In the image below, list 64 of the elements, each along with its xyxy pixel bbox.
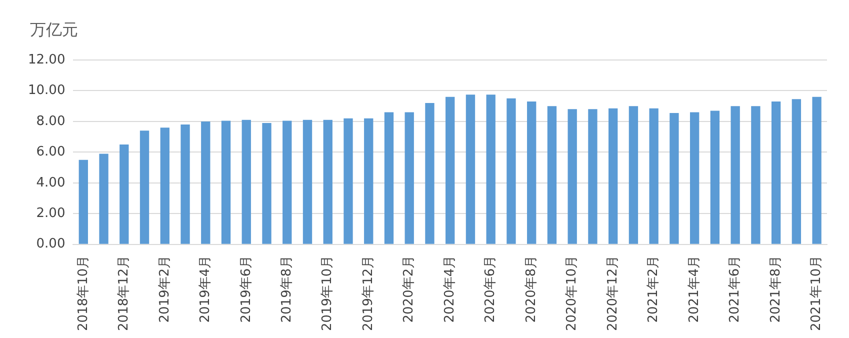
x-tick-label: 2021年4月 — [686, 255, 702, 323]
bar — [99, 154, 108, 244]
bar — [201, 121, 210, 244]
x-tick-label: 2020年10月 — [564, 255, 580, 332]
bar — [628, 106, 638, 244]
y-tick-label: 8.00 — [36, 114, 66, 129]
bar — [730, 106, 740, 244]
x-tick-label: 2021年10月 — [809, 255, 824, 332]
bar — [282, 120, 292, 244]
bar — [649, 108, 658, 244]
bar — [262, 122, 272, 244]
bar — [568, 109, 577, 244]
x-tick-label: 2018年10月 — [76, 255, 91, 332]
x-tick-label: 2020年6月 — [483, 255, 498, 323]
y-tick-label: 4.00 — [36, 175, 66, 190]
x-tick-label: 2021年6月 — [728, 255, 743, 323]
bar — [404, 112, 414, 244]
bar — [608, 108, 618, 244]
bar — [242, 120, 251, 244]
bar — [670, 113, 679, 244]
y-tick-label: 6.00 — [36, 144, 66, 160]
bar — [221, 120, 231, 244]
bar — [690, 112, 700, 244]
x-tick-label: 2020年2月 — [402, 255, 417, 323]
x-tick-label: 2019年6月 — [238, 255, 254, 323]
x-tick-label: 2018年12月 — [116, 255, 132, 332]
bar — [466, 94, 476, 244]
x-tick-label: 2019年8月 — [280, 255, 295, 323]
bar — [302, 120, 312, 244]
x-tick-label: 2021年2月 — [646, 255, 662, 323]
bar — [751, 106, 760, 244]
y-tick-label: 2.00 — [36, 206, 66, 222]
x-tick-label: 2020年12月 — [605, 255, 620, 332]
x-tick-label: 2019年4月 — [198, 255, 214, 323]
x-tick-label: 2019年10月 — [320, 255, 336, 332]
bar — [771, 101, 781, 244]
y-tick-label: 0.00 — [36, 236, 66, 252]
bar — [180, 124, 190, 244]
bar — [323, 120, 332, 244]
bar — [344, 118, 353, 244]
bar — [812, 96, 822, 244]
bar — [384, 112, 394, 244]
bar — [486, 94, 496, 244]
x-tick-label: 2019年2月 — [157, 255, 172, 323]
y-axis-title: 万亿元 — [30, 20, 78, 41]
bar — [547, 106, 557, 244]
y-tick-label: 12.00 — [28, 52, 66, 68]
y-tick-label: 10.00 — [28, 83, 66, 98]
bar — [792, 99, 802, 244]
bar — [425, 103, 434, 244]
bar — [160, 128, 170, 244]
bar — [140, 130, 150, 244]
bar — [710, 110, 720, 244]
x-tick-label: 2020年8月 — [524, 255, 539, 323]
bar — [120, 144, 129, 244]
bar — [446, 96, 455, 244]
bar — [527, 101, 536, 244]
bar — [506, 98, 516, 244]
bar — [78, 160, 88, 244]
x-tick-label: 2020年4月 — [442, 255, 458, 323]
x-tick-label: 2021年8月 — [768, 255, 784, 323]
bar — [588, 109, 598, 244]
x-tick-label: 2019年12月 — [360, 255, 376, 332]
bar — [364, 118, 374, 244]
